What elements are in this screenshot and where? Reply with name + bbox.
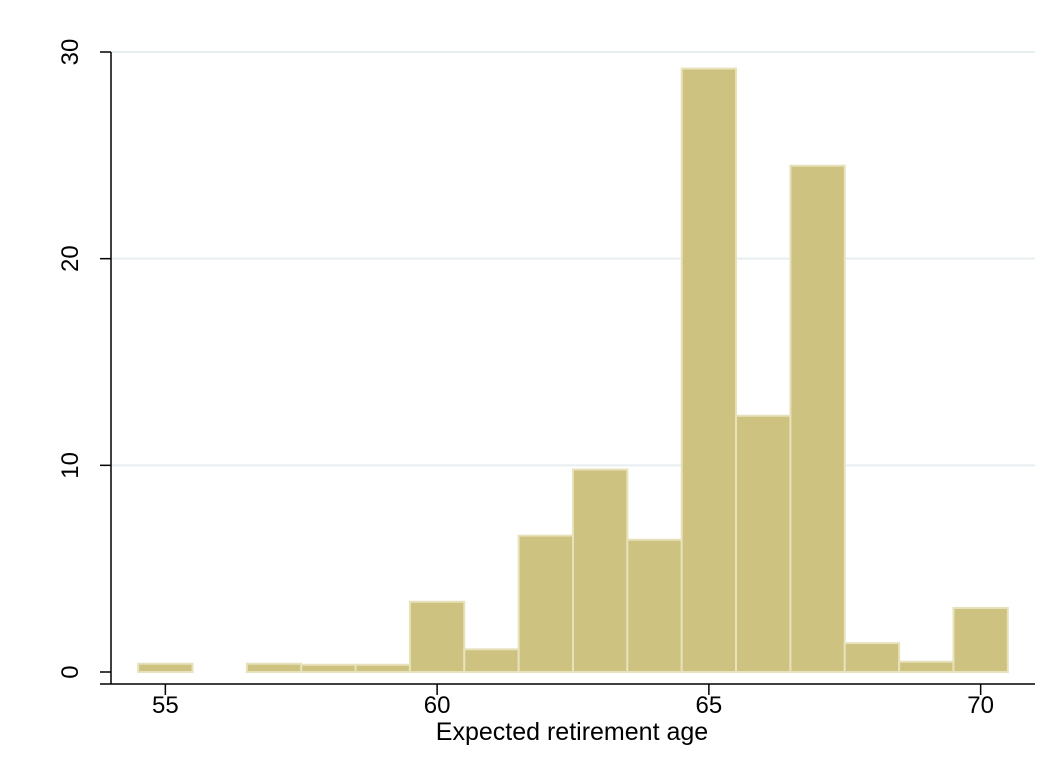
histogram-bar [789,164,846,674]
histogram-bar [137,662,194,674]
histogram-bar [843,642,901,673]
x-tick-label: 60 [424,692,451,719]
x-tick-label: 65 [696,692,723,719]
histogram-bar [952,606,1009,674]
histogram-bar [354,663,411,673]
histogram-bar [680,67,738,674]
y-tick-label: 30 [57,39,84,66]
x-tick-label: 70 [967,692,994,719]
x-tick-label: 55 [152,692,179,719]
histogram-bar [626,538,683,673]
axes: 0 10 20 30 55 60 65 70 [57,39,1035,719]
histogram-bars [137,67,1009,674]
y-tick-label: 20 [57,245,84,272]
x-axis-label: Expected retirement age [436,718,708,746]
histogram-bar [898,660,955,674]
y-tick-label: 10 [57,452,84,479]
histogram-bar [408,600,466,674]
y-tick-label: 0 [57,665,84,678]
histogram-bar [735,414,792,673]
histogram-bar [463,648,520,673]
histogram-bar [572,468,629,674]
histogram-bar [245,662,303,674]
histogram-bar [517,534,574,673]
grid-lines [111,51,1035,467]
histogram-bar [300,663,357,673]
